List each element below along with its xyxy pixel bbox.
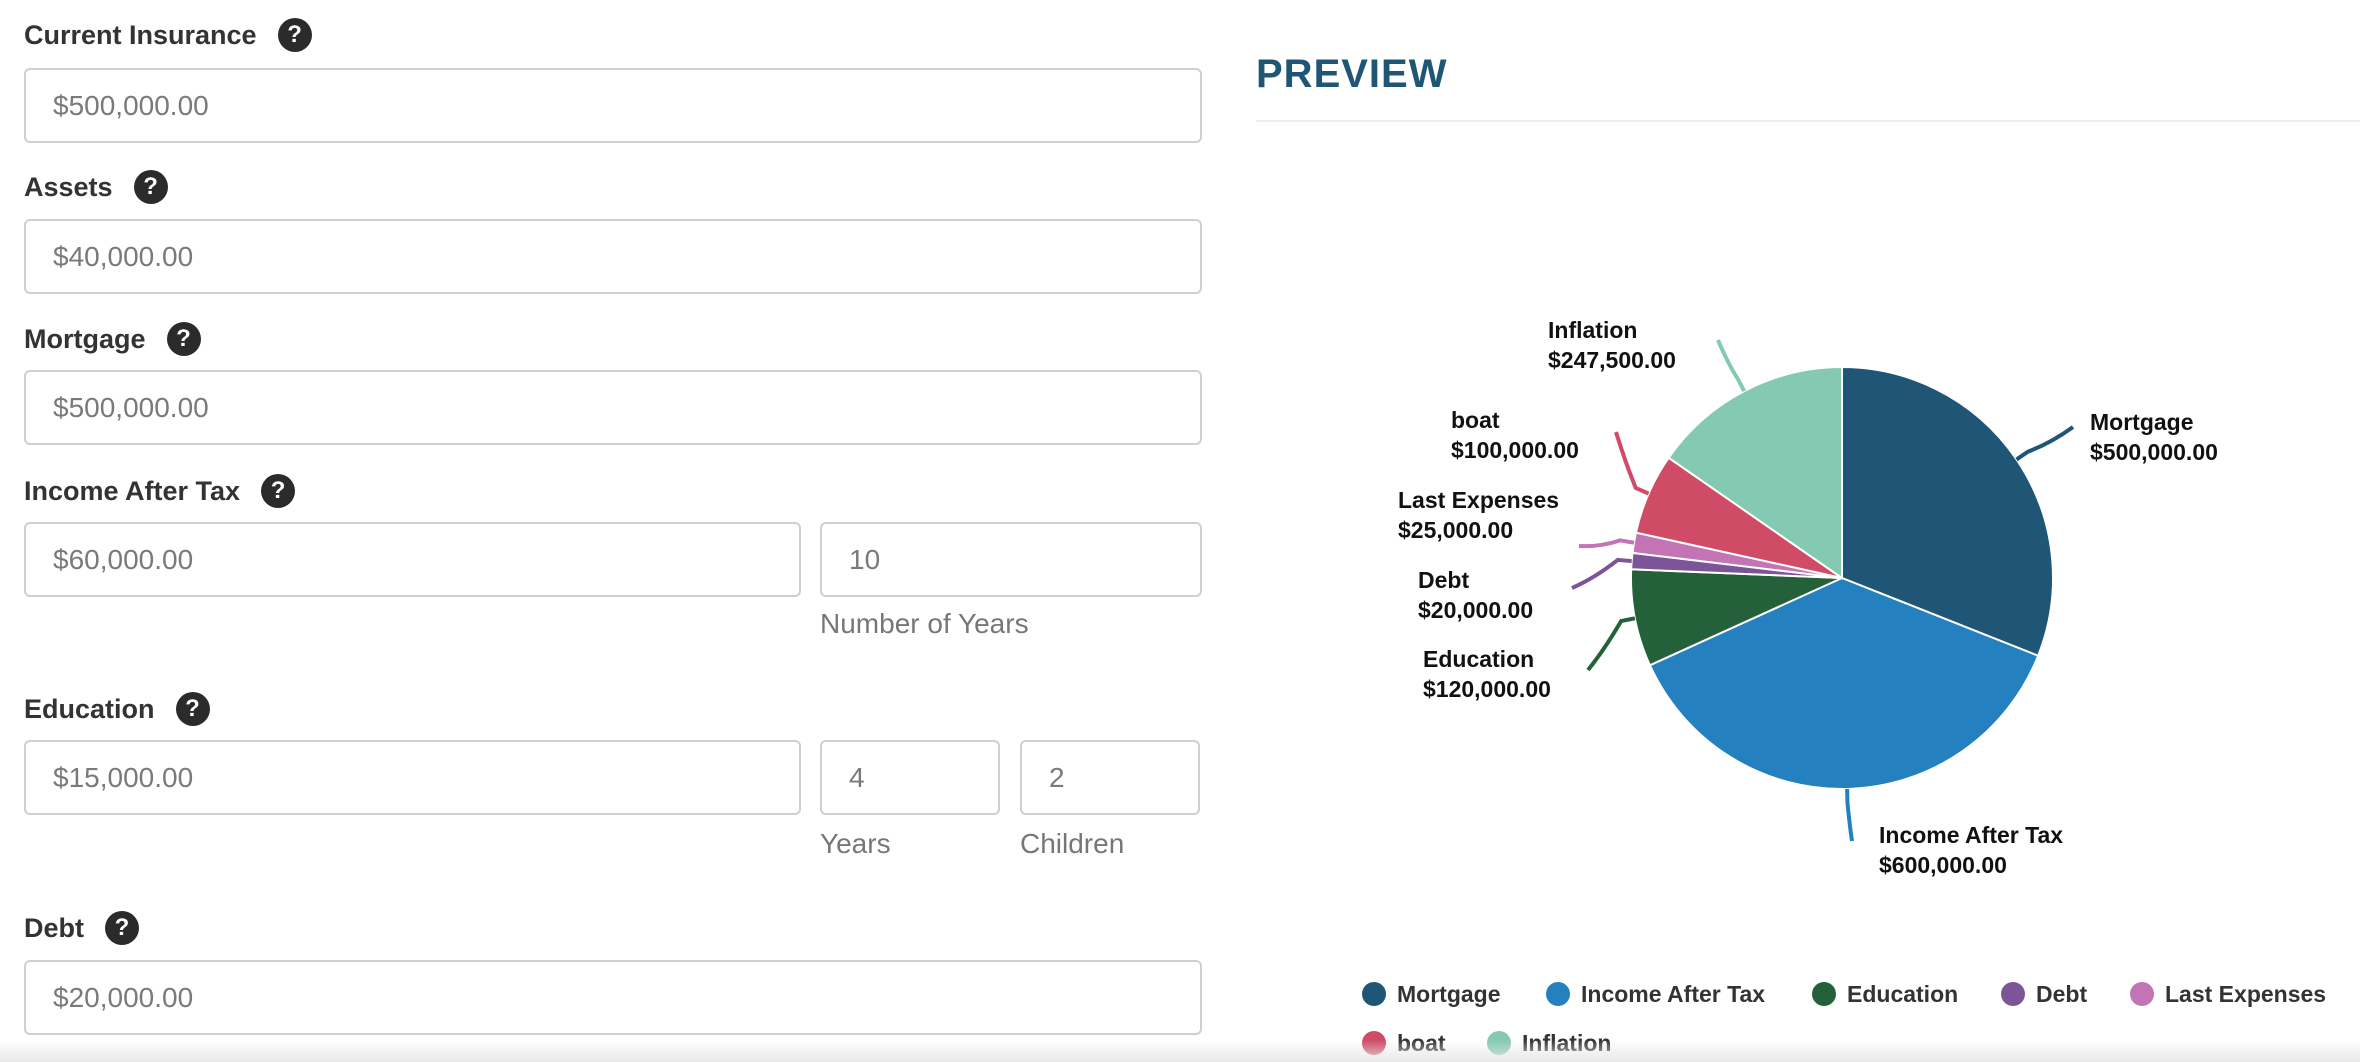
- slice-label-value: $600,000.00: [1879, 852, 2007, 878]
- mortgage-input[interactable]: $500,000.00: [24, 370, 1202, 445]
- current-insurance-input[interactable]: $500,000.00: [24, 68, 1202, 143]
- pie-slice-inflation[interactable]: [1667, 365, 1843, 580]
- leader-line: [1571, 557, 1632, 590]
- income-after-tax-input[interactable]: $60,000.00: [24, 522, 801, 597]
- education-children-input[interactable]: 2: [1020, 740, 1200, 815]
- slice-label-name: boat: [1451, 407, 1500, 433]
- legend-label[interactable]: Debt: [2036, 981, 2087, 1007]
- legend-swatch[interactable]: [2130, 982, 2154, 1006]
- slice-label-name: Income After Tax: [1879, 822, 2063, 848]
- education-label: Education ?: [24, 692, 210, 726]
- leader-line: [1586, 616, 1636, 672]
- assets-input[interactable]: $40,000.00: [24, 219, 1202, 294]
- pie-slice-income-after-tax[interactable]: [1648, 576, 2040, 790]
- slice-label-value: $20,000.00: [1418, 597, 1533, 623]
- slice-label-name: Last Expenses: [1398, 487, 1559, 513]
- help-icon[interactable]: ?: [175, 692, 210, 726]
- education-years-input[interactable]: 4: [820, 740, 1000, 815]
- legend-label[interactable]: Income After Tax: [1581, 981, 1765, 1007]
- number-of-years-input[interactable]: 10: [820, 522, 1202, 597]
- income-after-tax-label: Income After Tax ?: [24, 474, 296, 508]
- slice-label-name: Mortgage: [2090, 409, 2194, 435]
- help-icon[interactable]: ?: [277, 18, 312, 52]
- assets-label: Assets ?: [24, 170, 168, 204]
- education-input[interactable]: $15,000.00: [24, 740, 801, 815]
- legend-label[interactable]: Education: [1847, 981, 1958, 1007]
- pie-slice-education[interactable]: [1630, 568, 1843, 667]
- slice-label-value: $120,000.00: [1423, 676, 1551, 702]
- leader-line: [1614, 431, 1650, 496]
- slice-label-name: Inflation: [1548, 317, 1637, 343]
- preview-title: PREVIEW: [1256, 52, 1448, 96]
- legend-swatch[interactable]: [1812, 982, 1836, 1006]
- preview-divider: [1256, 120, 2360, 122]
- current-insurance-label: Current Insurance ?: [24, 18, 312, 52]
- debt-label: Debt ?: [24, 911, 139, 945]
- pie-chart: Mortgage $500,000.00 Income After Tax $600,…: [1362, 317, 2326, 1056]
- leader-line: [1845, 788, 1854, 842]
- legend-swatch[interactable]: [2001, 982, 2025, 1006]
- help-icon[interactable]: ?: [133, 170, 168, 204]
- leader-line: [1578, 538, 1635, 549]
- legend-swatch[interactable]: [1362, 982, 1386, 1006]
- slice-label-name: Debt: [1418, 567, 1469, 593]
- slice-label-value: $247,500.00: [1548, 347, 1676, 373]
- education-children-label: Children: [1020, 828, 1125, 859]
- leader-line: [1716, 339, 1746, 392]
- slice-label-value: $100,000.00: [1451, 437, 1579, 463]
- mortgage-label: Mortgage ?: [24, 322, 201, 356]
- legend-label[interactable]: Mortgage: [1397, 981, 1501, 1007]
- help-icon[interactable]: ?: [166, 322, 201, 356]
- legend-swatch[interactable]: [1546, 982, 1570, 1006]
- slice-label-value: $500,000.00: [2090, 439, 2218, 465]
- help-icon[interactable]: ?: [105, 911, 139, 945]
- bottom-fade: [0, 1040, 2360, 1062]
- legend-label[interactable]: Last Expenses: [2165, 981, 2326, 1007]
- number-of-years-label: Number of Years: [820, 608, 1029, 639]
- education-years-label: Years: [820, 828, 891, 859]
- help-icon[interactable]: ?: [261, 474, 296, 508]
- leader-line: [2015, 425, 2075, 462]
- slice-label-name: Education: [1423, 646, 1534, 672]
- debt-input[interactable]: $20,000.00: [24, 960, 1202, 1035]
- slice-label-value: $25,000.00: [1398, 517, 1513, 543]
